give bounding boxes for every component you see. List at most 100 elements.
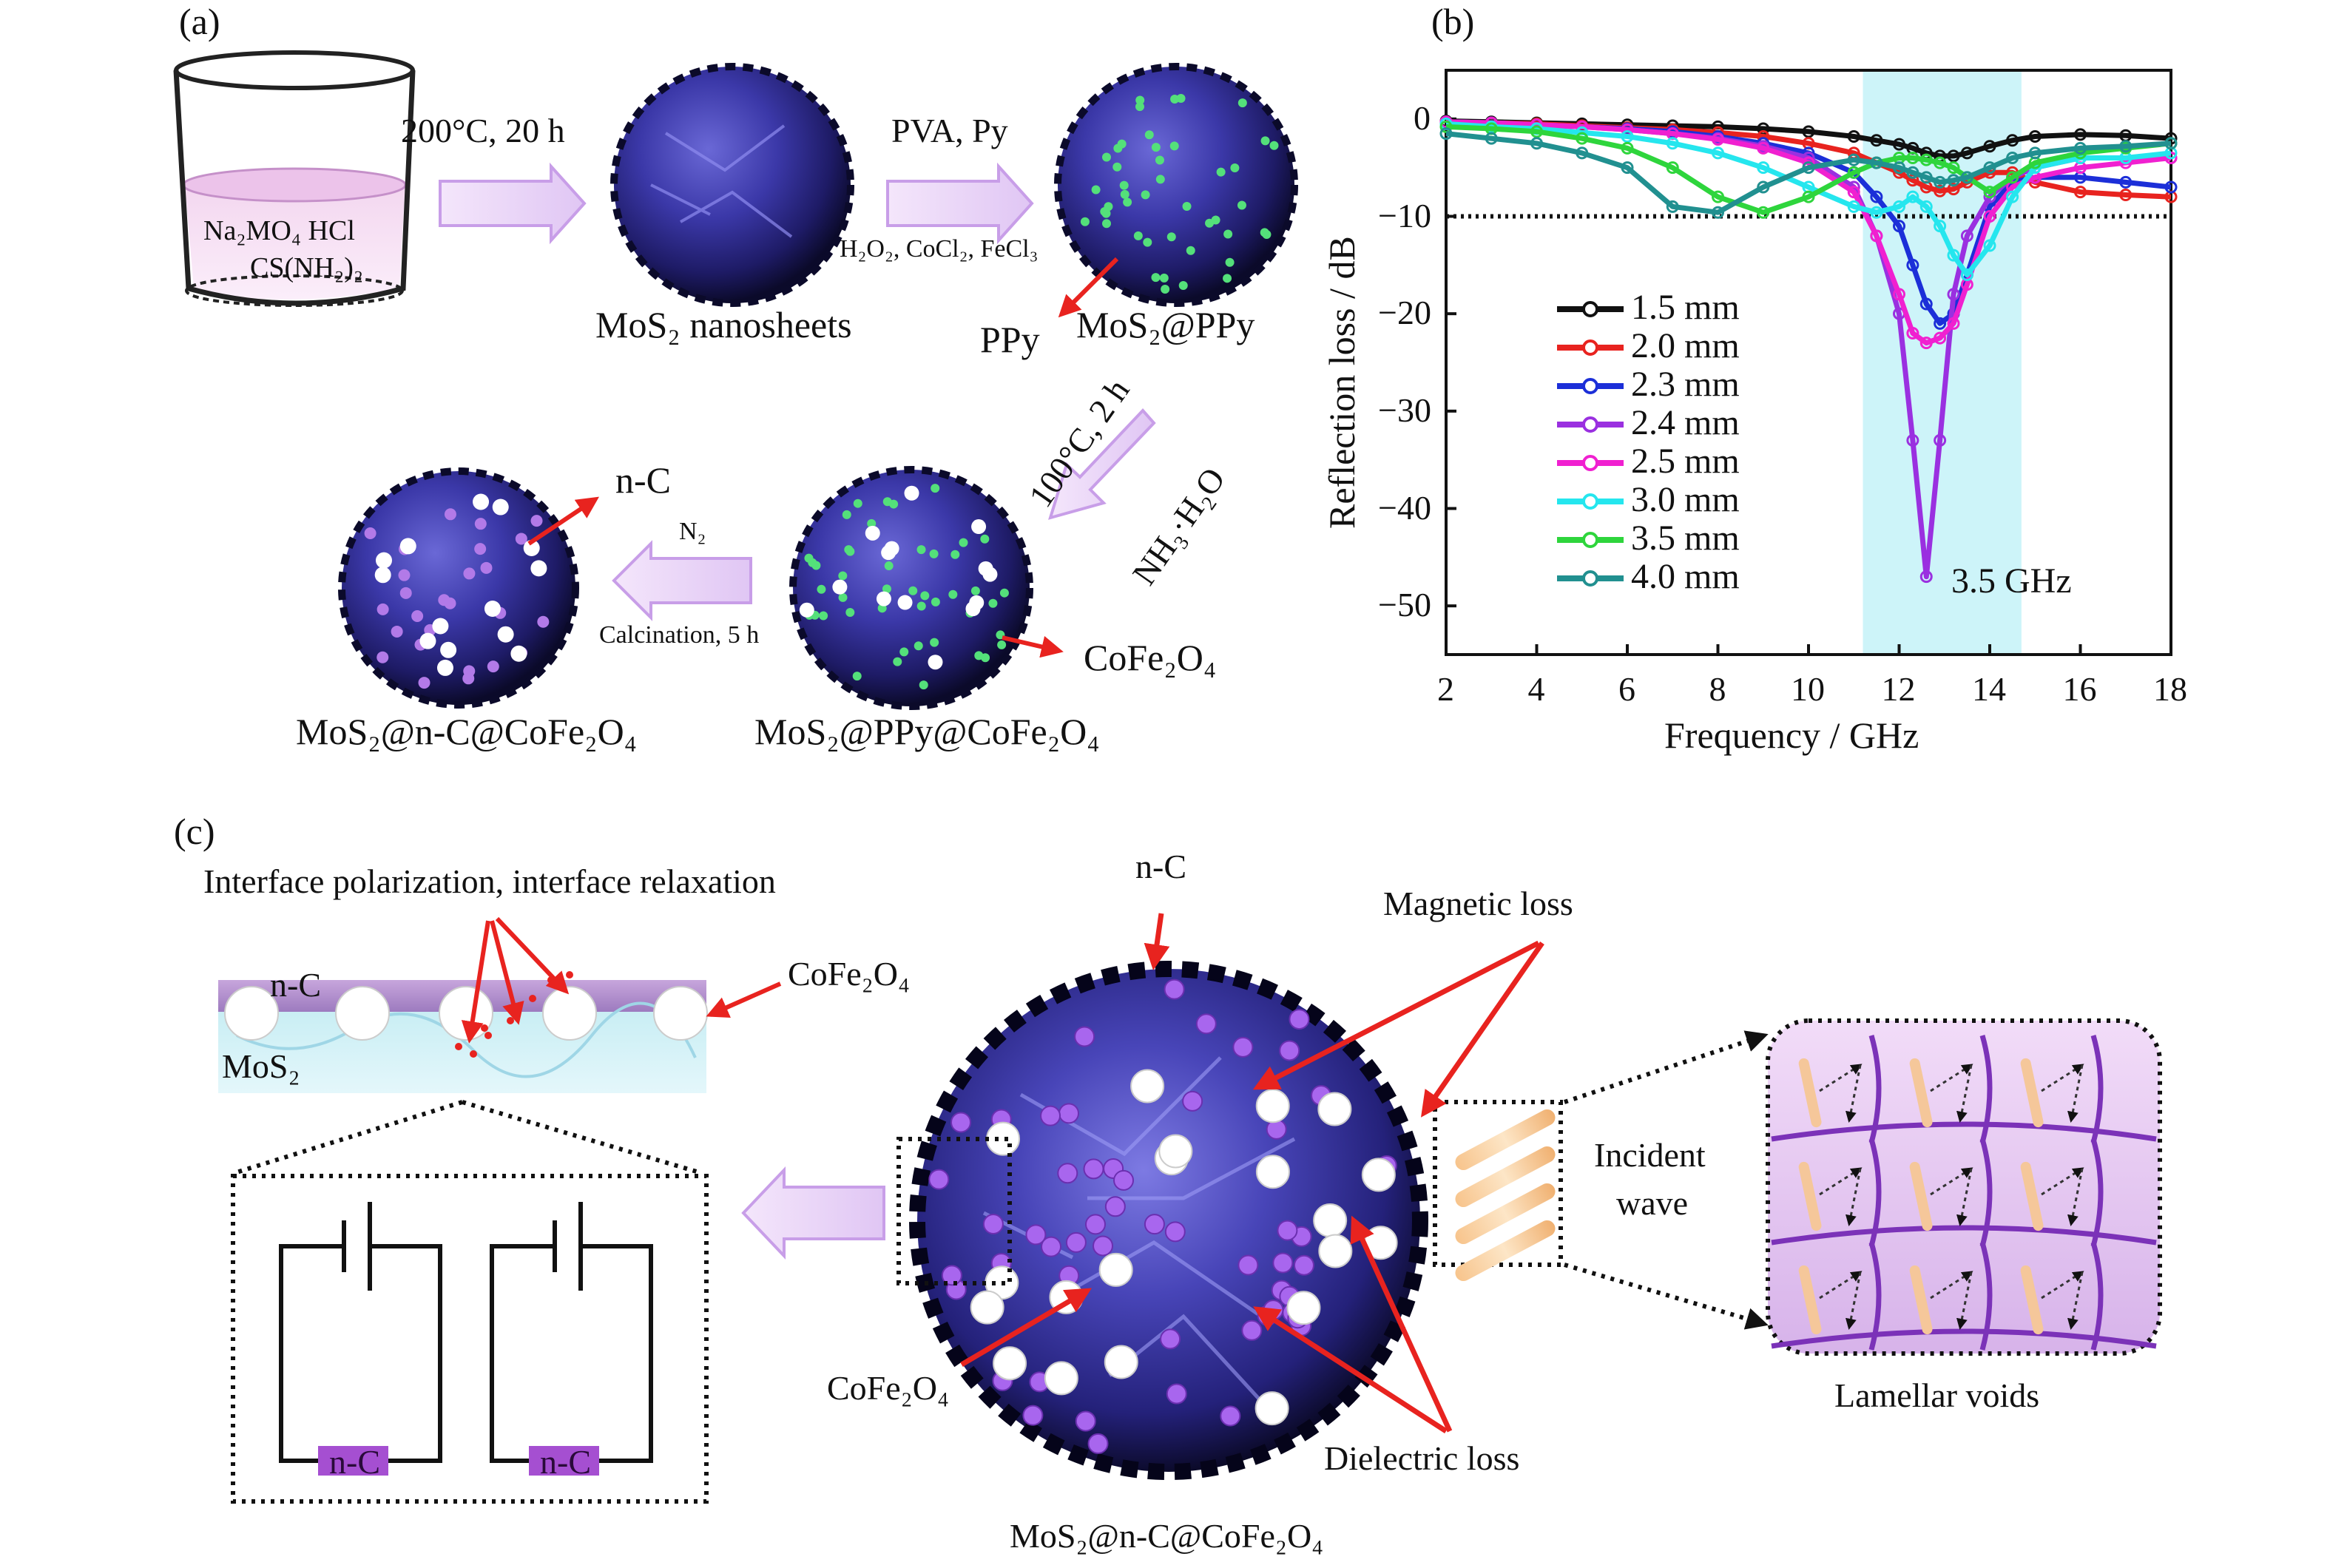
data-point [2074,128,2087,141]
data-point [1485,132,1498,145]
data-point [1947,317,1960,330]
data-point [1983,239,1996,252]
data-point [1919,297,1933,311]
mos2-nc-cofe-sphere [338,467,579,709]
dielectric-loss-label: Dielectric loss [1324,1439,1520,1477]
data-point [1712,190,1724,203]
legend-label: 3.5 mm [1631,518,1740,558]
legend-marker [1582,378,1598,394]
band-annotation: 3.5 GHz [1951,561,2072,601]
x-axis-title: Frequency / GHz [1664,714,1919,756]
data-point [1870,229,1883,243]
step1-condition: 200°C, 20 h [401,112,565,149]
product-mos2-ppy: MoS₂@PPy [1076,304,1255,345]
composite-name-label: MoS₂@n-C@CoFe₂O₄ [1010,1517,1324,1555]
beaker-reagents-line2: CS(NH₂)₂ [250,252,364,283]
data-point [2028,146,2042,160]
series-line [1445,124,2172,215]
data-point [2006,190,2019,203]
legend-marker [1582,532,1598,548]
process-arrow-4 [612,540,752,621]
legend-label: 4.0 mm [1631,557,1740,596]
beaker-reagents-line1: Na₂MO₄ HCl [203,215,355,246]
panel-a [173,50,1298,710]
data-point [1934,184,1947,197]
data-point [1439,120,1453,133]
process-arrow-2 [886,162,1034,245]
nc-layer-label: n-C [270,966,321,1004]
data-point [1947,149,1960,163]
data-point [1802,161,1815,175]
data-point [1893,288,1905,301]
data-point [1576,146,1589,160]
panel-c-letter: (c) [174,811,215,852]
data-point [1757,206,1770,219]
cofe-strip-label: CoFe₂O₄ [788,955,910,993]
data-point [1847,200,1860,213]
data-point [1983,186,1996,199]
chart-b [1439,69,2178,656]
data-point [1919,200,1933,213]
data-point [1757,141,1770,155]
circuit-nc-label-1: n-C [329,1443,380,1481]
data-point [1802,125,1815,138]
process-arrow-1 [439,162,587,245]
y-axis-title: Reflection loss / dB [1321,236,1362,529]
legend-label: 3.0 mm [1631,480,1740,519]
data-point [1960,146,1973,160]
panel-a-letter: (a) [179,1,220,42]
data-point [1934,220,1947,233]
data-point [2119,140,2133,153]
cofe-label-a: CoFe₂O₄ [1084,637,1217,678]
data-point [1906,152,1919,164]
data-point [1439,127,1453,141]
data-point [2119,175,2133,189]
step4-condition-bottom: Calcination, 5 h [599,621,760,649]
data-point [2164,152,2178,164]
x-tick-label: 10 [1791,670,1825,708]
data-point [1621,161,1634,175]
mos2-ppy-cofe-sphere [789,466,1033,710]
data-point [1621,130,1634,143]
data-point [1893,138,1905,151]
step4-condition-top: N₂ [679,518,706,545]
incident-wave-label-1: Incident [1594,1136,1706,1174]
y-tick-label: 0 [1414,98,1431,137]
data-point [1870,190,1883,203]
y-tick-label: −30 [1378,391,1431,429]
data-point [1947,288,1960,301]
data-point [1947,249,1960,262]
y-tick-label: −50 [1378,586,1431,624]
data-point [1960,229,1973,243]
process-arrow-3 [1048,408,1156,520]
data-point [2006,152,2019,164]
nc-top-label: n-C [1135,848,1186,885]
data-point [1947,174,1960,187]
data-point [1934,331,1947,345]
data-point [1893,161,1905,175]
data-point [2119,189,2133,202]
data-point [2164,137,2178,150]
data-point [1919,337,1933,350]
data-point [1712,146,1724,160]
x-tick-label: 16 [2062,670,2097,708]
data-point [1621,141,1634,155]
mos2-layer-label: MoS₂ [222,1047,300,1085]
data-point [1870,156,1883,169]
legend-marker [1582,301,1598,317]
data-point [1983,140,1996,153]
legend-label: 2.5 mm [1631,442,1740,481]
data-point [1802,190,1815,203]
nc-label-a: n-C [615,459,671,501]
data-point [1919,153,1933,166]
data-point [2164,180,2178,194]
data-point [1934,317,1947,330]
data-point [1919,570,1933,584]
lamellar-voids-box [1766,1018,2162,1356]
data-point [1893,200,1905,213]
legend-label: 1.5 mm [1631,288,1740,327]
data-point [1712,206,1724,219]
composite-sphere [909,961,1428,1480]
mos2-ppy-sphere [1054,63,1298,307]
